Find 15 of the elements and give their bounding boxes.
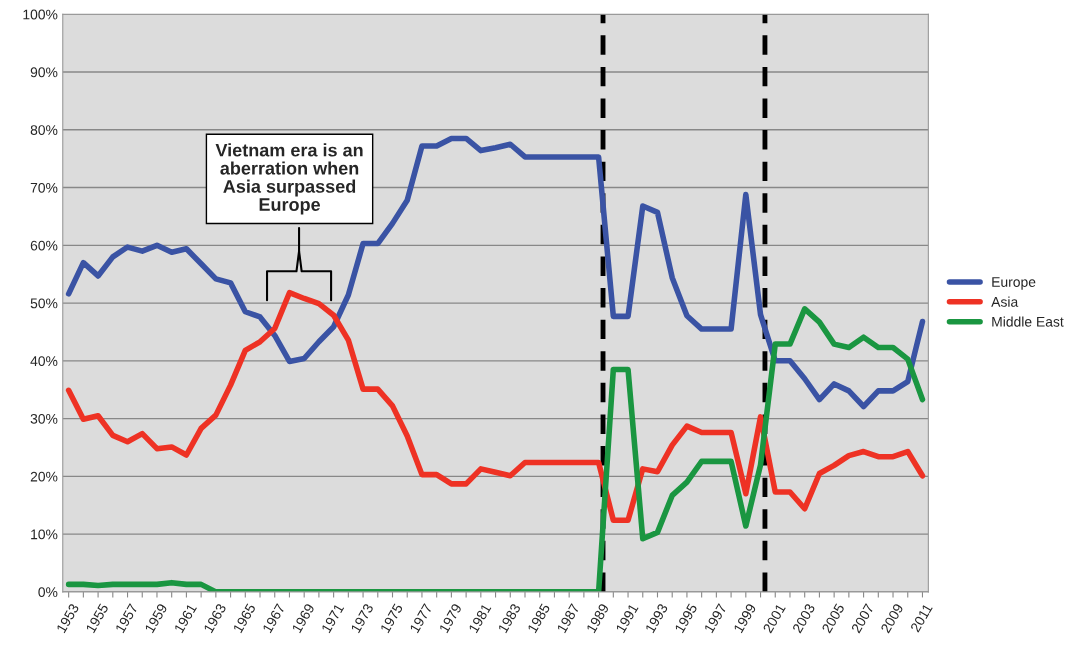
annotation: Vietnam era is an aberration when Asia surpassed Europe — [215, 143, 363, 215]
y-tick-label: 10% — [31, 529, 58, 540]
y-tick-label: 0% — [38, 587, 58, 598]
y-tick-label: 60% — [30, 240, 58, 251]
y-tick-label: 100% — [23, 9, 58, 20]
y-tick-label: 40% — [30, 356, 58, 367]
y-tick-label: 20% — [30, 471, 58, 482]
legend-label: Europe — [992, 277, 1036, 290]
legend-label: Asia — [991, 296, 1019, 307]
legend-label: Middle East — [992, 316, 1064, 327]
y-tick-label: 90% — [30, 67, 58, 78]
y-tick-label: 70% — [30, 182, 58, 193]
y-tick-label: 30% — [30, 413, 58, 424]
y-tick-label: 80% — [30, 125, 58, 135]
y-tick-label: 50% — [30, 298, 58, 309]
